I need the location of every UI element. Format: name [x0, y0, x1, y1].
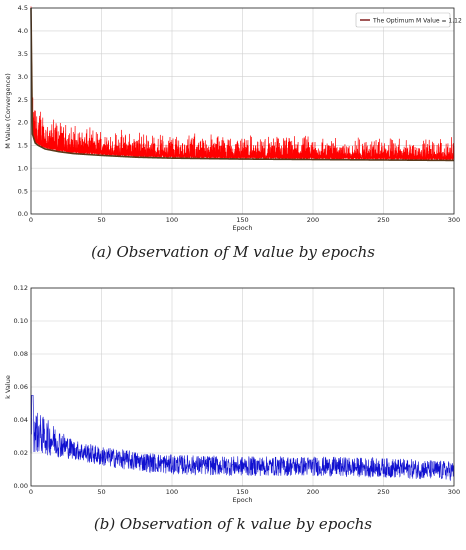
- a-xtick-label: 0: [29, 216, 33, 224]
- a-legend-box: [355, 12, 451, 28]
- chart-m-value: 0.0 0.5 1.0 1.5 2.0 2.5 3.0 3.5 4.0 4.5 0 50 100 150 2…: [4, 4, 462, 232]
- b-y-axis-label: k Value: [4, 375, 12, 399]
- a-axes-frame: [30, 7, 455, 215]
- a-ytick-label: 1.0: [18, 164, 28, 172]
- chart-k-value: 0.00 0.02 0.04 0.06 0.08 0.10 0.12 0 50 100 150 200…: [4, 284, 460, 504]
- a-ytick-label: 4.5: [18, 4, 28, 12]
- b-xtick-label: 300: [448, 488, 460, 496]
- b-ytick-label: 0.04: [14, 416, 28, 424]
- a-ytick-label: 1.5: [18, 142, 28, 150]
- a-xtick-label: 300: [448, 216, 460, 224]
- b-ytick-label: 0.06: [14, 383, 28, 391]
- b-ytick-label: 0.02: [14, 449, 28, 457]
- b-xtick-label: 150: [236, 488, 248, 496]
- b-ytick-label: 0.10: [14, 317, 28, 325]
- b-x-axis-label: Epoch: [233, 496, 253, 504]
- a-xtick-label: 100: [166, 216, 178, 224]
- a-ytick-label: 0.5: [18, 187, 28, 195]
- a-y-axis-label: M Value (Convergence): [4, 73, 12, 149]
- a-ytick-label: 3.5: [18, 50, 28, 58]
- b-axes-frame: [30, 287, 455, 487]
- b-ytick-label: 0.08: [14, 350, 28, 358]
- b-ytick-label: 0.12: [14, 284, 28, 292]
- a-series-baseline: [30, 7, 454, 162]
- b-xtick-label: 200: [307, 488, 319, 496]
- b-xtick-label: 50: [97, 488, 105, 496]
- b-series-line: [30, 394, 455, 481]
- b-xtick-label: 0: [29, 488, 33, 496]
- a-ytick-label: 3.0: [18, 73, 28, 81]
- a-legend-label: The Optimum M Value = 1.12: [372, 17, 462, 24]
- a-ytick-label: 4.0: [18, 27, 28, 35]
- b-xtick-label: 250: [377, 488, 389, 496]
- b-xtick-label: 100: [166, 488, 178, 496]
- caption-b: (b) Observation of k value by epochs: [93, 515, 373, 533]
- a-xtick-label: 250: [377, 216, 389, 224]
- a-ytick-label: 0.0: [18, 210, 28, 218]
- b-ytick-label: 0.00: [14, 482, 28, 490]
- a-x-axis-label: Epoch: [233, 224, 253, 232]
- a-xtick-label: 50: [97, 216, 105, 224]
- a-xtick-label: 200: [307, 216, 319, 224]
- a-xtick-label: 150: [236, 216, 248, 224]
- a-ytick-label: 2.0: [18, 119, 28, 127]
- caption-a: (a) Observation of M value by epochs: [91, 243, 375, 261]
- a-ytick-label: 2.5: [18, 96, 28, 104]
